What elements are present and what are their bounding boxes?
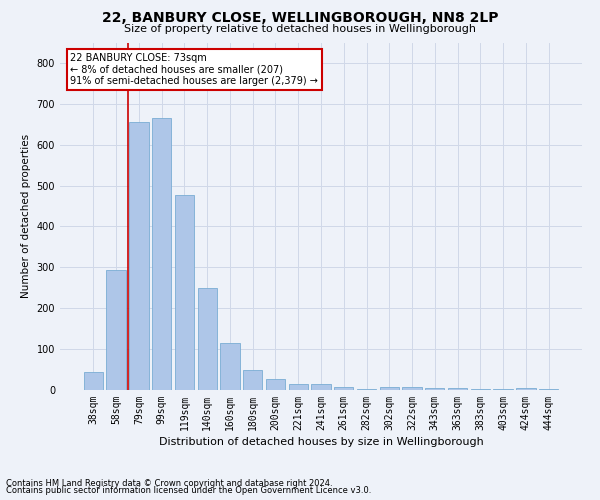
Bar xyxy=(197,288,217,390)
Bar xyxy=(266,380,285,390)
Text: 22, BANBURY CLOSE, WELLINGBOROUGH, NN8 2LP: 22, BANBURY CLOSE, WELLINGBOROUGH, NN8 2… xyxy=(102,12,498,26)
Y-axis label: Number of detached properties: Number of detached properties xyxy=(21,134,31,298)
Bar xyxy=(516,388,536,390)
Text: Contains public sector information licensed under the Open Government Licence v3: Contains public sector information licen… xyxy=(6,486,371,495)
Bar xyxy=(448,388,467,390)
X-axis label: Distribution of detached houses by size in Wellingborough: Distribution of detached houses by size … xyxy=(158,437,484,447)
Text: 22 BANBURY CLOSE: 73sqm
← 8% of detached houses are smaller (207)
91% of semi-de: 22 BANBURY CLOSE: 73sqm ← 8% of detached… xyxy=(70,53,319,86)
Bar xyxy=(311,384,331,390)
Bar xyxy=(175,194,194,390)
Bar xyxy=(106,270,126,390)
Bar xyxy=(470,389,490,390)
Bar xyxy=(425,388,445,390)
Bar xyxy=(243,370,262,390)
Bar xyxy=(129,122,149,390)
Text: Contains HM Land Registry data © Crown copyright and database right 2024.: Contains HM Land Registry data © Crown c… xyxy=(6,478,332,488)
Bar xyxy=(220,343,239,390)
Bar xyxy=(289,384,308,390)
Bar xyxy=(493,389,513,390)
Bar xyxy=(539,389,558,390)
Bar xyxy=(380,386,399,390)
Bar xyxy=(357,389,376,390)
Bar xyxy=(334,386,353,390)
Text: Size of property relative to detached houses in Wellingborough: Size of property relative to detached ho… xyxy=(124,24,476,34)
Bar xyxy=(403,386,422,390)
Bar xyxy=(84,372,103,390)
Bar xyxy=(152,118,172,390)
